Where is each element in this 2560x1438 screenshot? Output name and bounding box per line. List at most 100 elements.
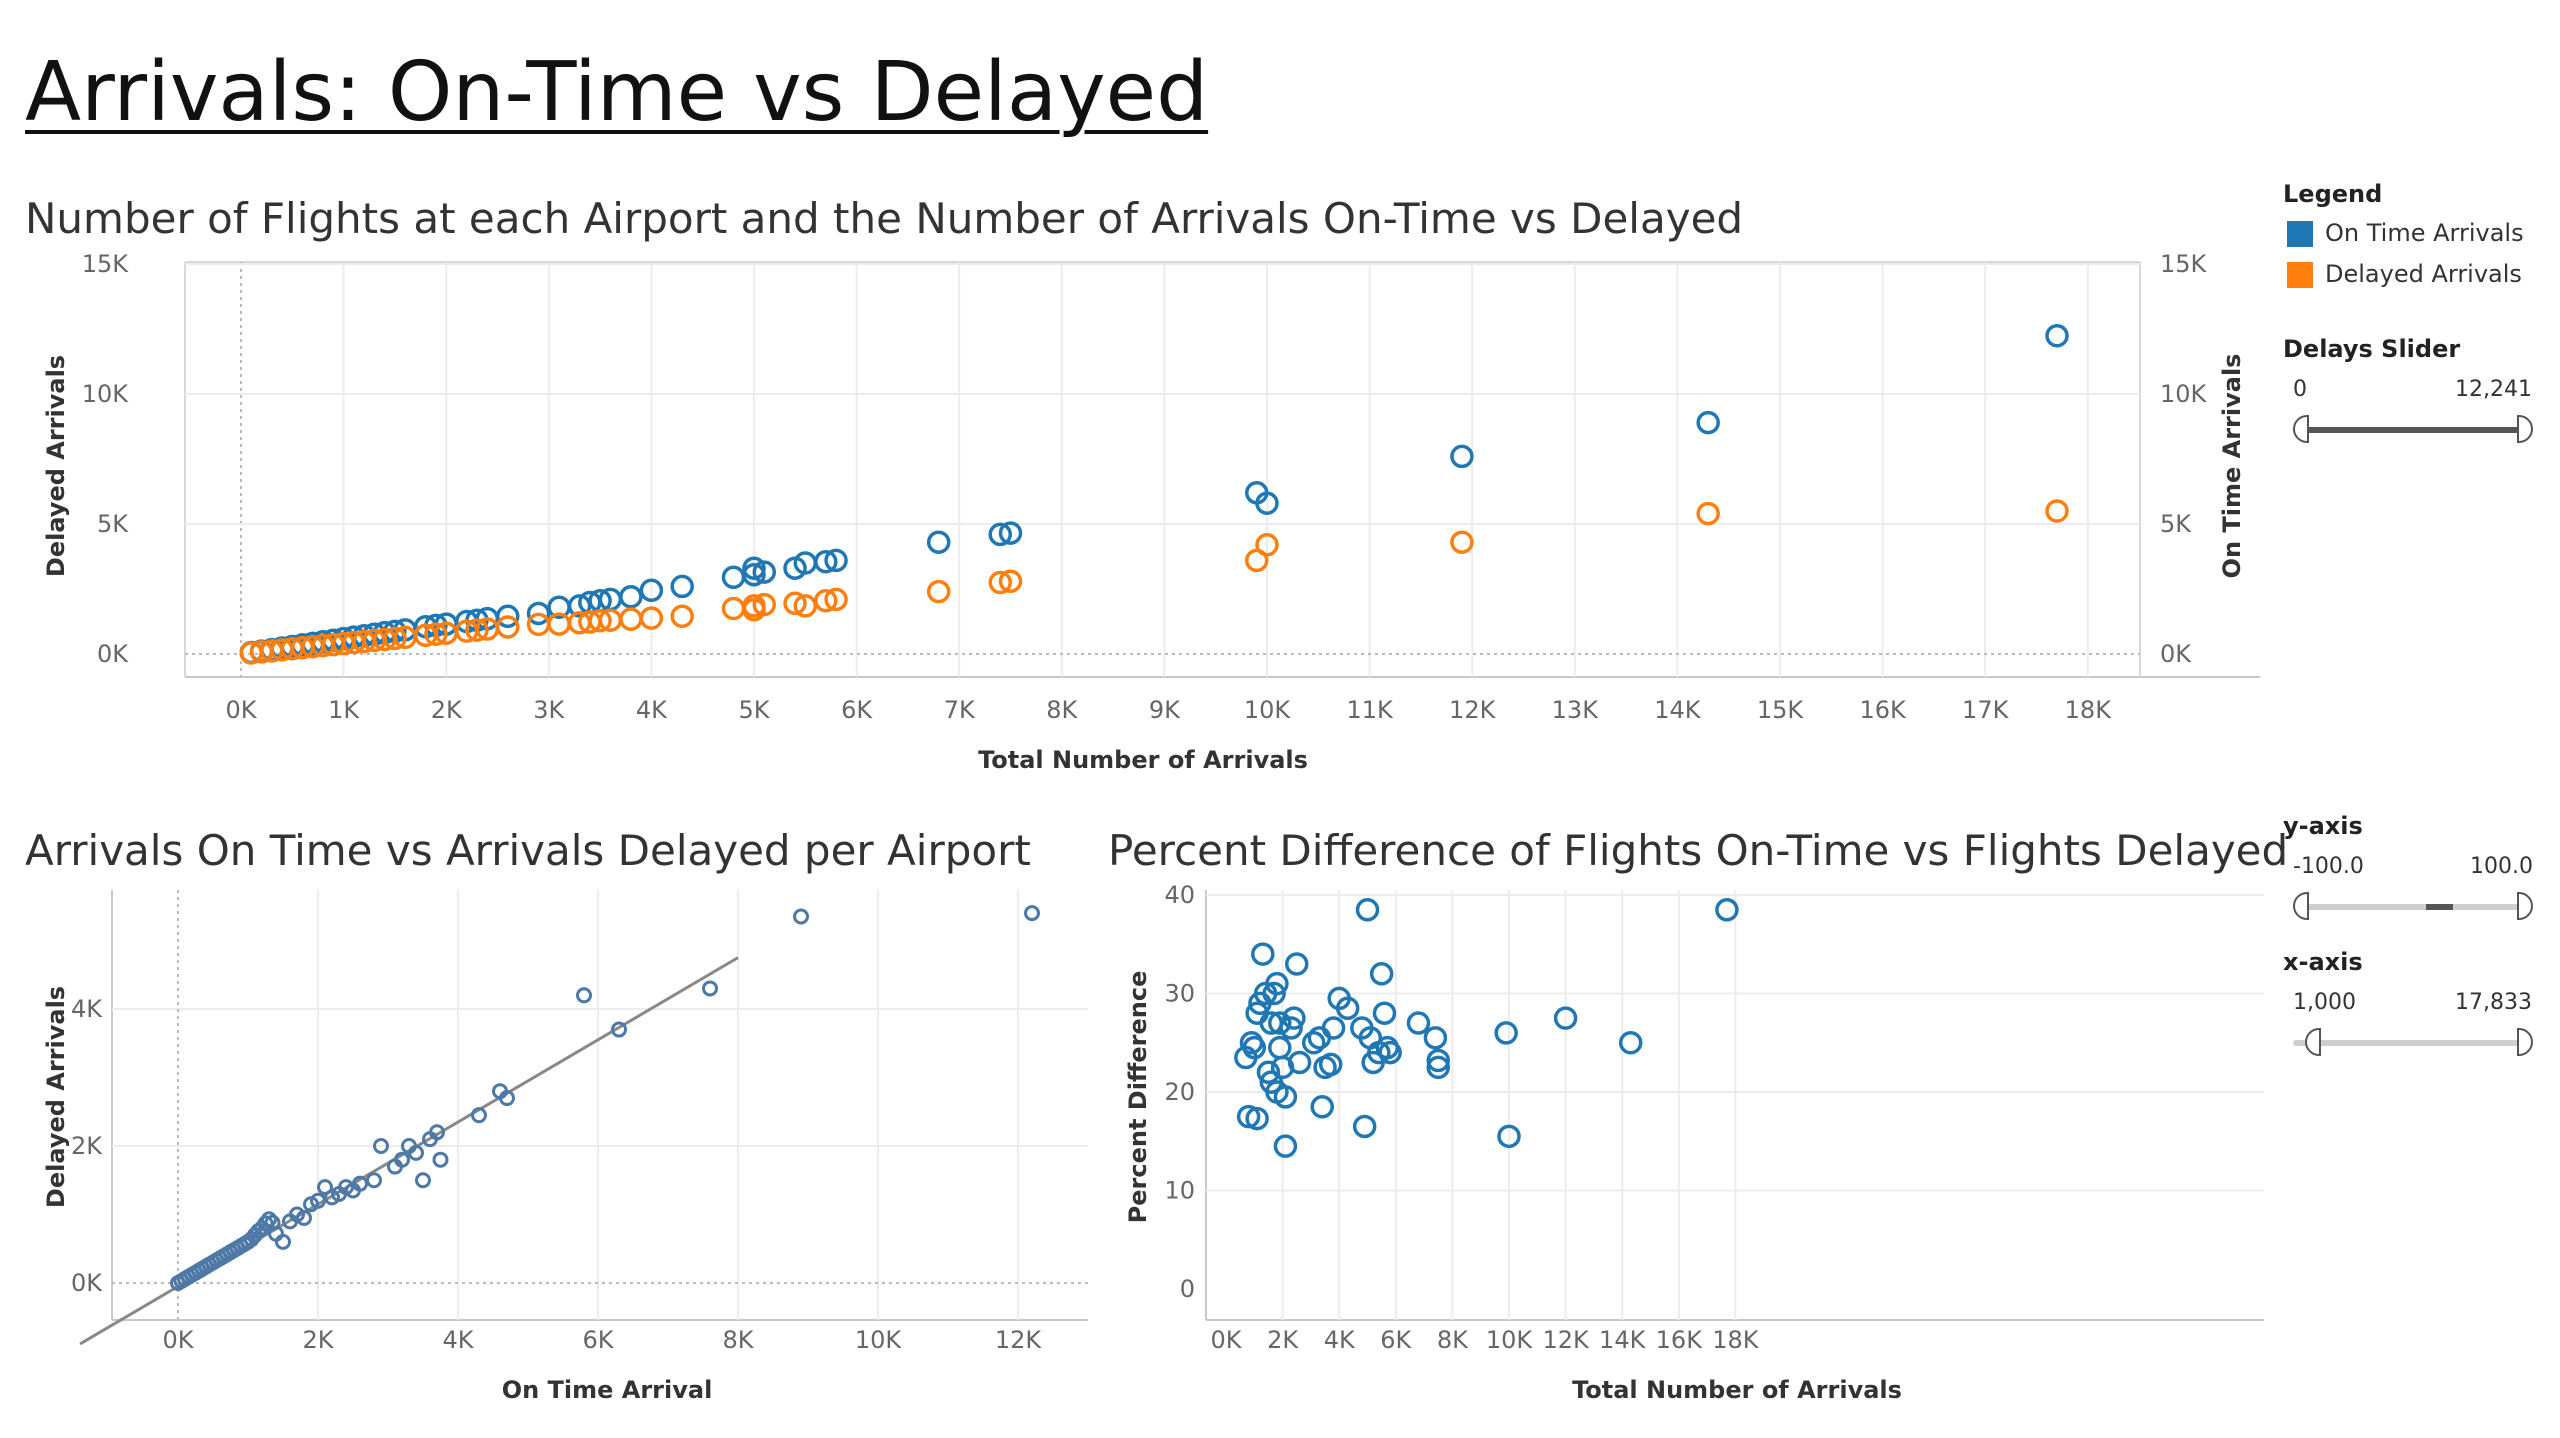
- bottom-right-chart-title: Percent Difference of Flights On-Time vs…: [1108, 826, 2289, 875]
- top-chart-point: [1255, 491, 1279, 515]
- top-chart-point: [824, 587, 848, 612]
- br-chart-y-axis-label: Percent Difference: [1124, 971, 1152, 1224]
- top-chart-series-on-time: [239, 323, 2069, 665]
- top-chart-point: [1450, 530, 1474, 554]
- top-chart-y2-axis-label: On Time Arrivals: [2218, 354, 2246, 579]
- bl-chart-point: [415, 1172, 431, 1189]
- br-chart-point: [1279, 1016, 1303, 1040]
- bl-chart-points: [170, 905, 1040, 1291]
- bottom-left-chart-title: Arrivals On Time vs Arrivals Delayed per…: [25, 826, 1031, 875]
- top-chart-y-axis-label: Delayed Arrivals: [42, 355, 70, 577]
- br-chart-point: [1378, 1040, 1402, 1065]
- br-chart-x-tick: 8K: [1437, 1326, 1469, 1354]
- bl-chart-point: [793, 908, 809, 925]
- top-chart-x-tick: 18K: [2065, 696, 2113, 724]
- top-chart-point: [639, 578, 664, 603]
- top-chart-point: [988, 522, 1012, 547]
- br-chart-point: [1372, 1001, 1397, 1025]
- x-axis-filter-min: 1,000: [2293, 990, 2356, 1015]
- top-chart-point: [2045, 499, 2069, 523]
- x-axis-slider-track: [2293, 1040, 2533, 1046]
- delays-slider-min-handle[interactable]: [2293, 415, 2309, 443]
- top-chart-x-tick: 6K: [841, 696, 873, 724]
- br-chart-point: [1618, 1031, 1643, 1055]
- top-chart-x-tick: 16K: [1859, 696, 1907, 724]
- bottom-left-chart-group: 0K 2K 4K 6K 8K 10K 12K 0K 2K 4K On Time Arrival Del…: [42, 890, 1088, 1404]
- y-axis-slider-max-handle[interactable]: [2517, 892, 2533, 920]
- top-chart-point: [998, 521, 1023, 545]
- br-chart-point: [1369, 962, 1394, 986]
- bl-chart-x-tick: 4K: [442, 1326, 474, 1354]
- top-chart-x-tick: 11K: [1346, 696, 1394, 724]
- top-chart-point: [383, 626, 407, 651]
- top-chart-point: [670, 574, 694, 599]
- bl-chart-point: [310, 1192, 326, 1209]
- x-axis-slider-min-handle[interactable]: [2305, 1028, 2321, 1056]
- br-chart-point: [1352, 1114, 1377, 1139]
- x-axis-slider[interactable]: [2293, 1028, 2533, 1058]
- br-chart-point: [1307, 1026, 1332, 1050]
- y-axis-slider[interactable]: [2293, 892, 2533, 922]
- bl-chart-point: [471, 1107, 487, 1124]
- br-chart-x-axis-label: Total Number of Arrivals: [1572, 1376, 1902, 1404]
- legend-label-on-time: On Time Arrivals: [2325, 219, 2524, 247]
- bl-chart-point: [499, 1090, 515, 1107]
- top-chart-point: [526, 601, 551, 626]
- top-chart-point: [496, 604, 520, 629]
- bl-chart-point: [576, 987, 592, 1004]
- bl-chart-point: [1024, 905, 1040, 922]
- top-chart-x-tick: 2K: [431, 696, 463, 724]
- bl-chart-point: [611, 1021, 627, 1038]
- top-chart-x-tick: 4K: [636, 696, 668, 724]
- top-chart-point: [619, 607, 643, 631]
- delays-slider-max-handle[interactable]: [2517, 415, 2533, 443]
- br-chart-point: [1245, 1106, 1269, 1131]
- x-axis-slider-max-handle[interactable]: [2517, 1028, 2533, 1056]
- br-chart-point: [1262, 981, 1286, 1006]
- br-chart-point: [1335, 996, 1360, 1021]
- top-chart-y-tick-right: 15K: [2160, 250, 2208, 278]
- legend-label-delayed: Delayed Arrivals: [2325, 260, 2522, 288]
- top-chart-point: [1450, 444, 1474, 469]
- bl-chart-x-tick: 12K: [995, 1326, 1043, 1354]
- br-chart-y-tick: 30: [1164, 980, 1195, 1008]
- bl-chart-y-tick: 2K: [71, 1132, 103, 1160]
- bl-chart-point: [296, 1209, 312, 1226]
- br-chart-point: [1265, 971, 1289, 996]
- br-chart-x-tick: 12K: [1542, 1326, 1590, 1354]
- top-chart-y-tick-right: 10K: [2160, 380, 2208, 408]
- top-chart-x-tick: 3K: [533, 696, 565, 724]
- bl-chart-point: [366, 1172, 382, 1189]
- y-axis-slider-min-handle[interactable]: [2293, 892, 2309, 920]
- bl-chart-point: [432, 1151, 449, 1168]
- br-chart-point: [1426, 1055, 1450, 1080]
- top-chart-y-tick-left: 0K: [97, 640, 129, 668]
- top-chart-x-tick: 14K: [1654, 696, 1702, 724]
- top-chart-y-tick-left: 10K: [82, 380, 130, 408]
- top-chart-point: [752, 592, 777, 617]
- delays-slider-min: 0: [2293, 377, 2307, 402]
- br-chart-x-tick: 16K: [1656, 1326, 1704, 1354]
- bl-chart-point: [352, 1175, 368, 1192]
- top-chart-group: 0K 1K 2K 3K 4K 5K 6K 7K 8K 9K 10K 11K 12K 13K 14K 15K 16…: [42, 250, 2260, 774]
- bl-chart-point: [261, 1211, 277, 1228]
- top-chart-point: [998, 569, 1023, 593]
- br-chart-point: [1285, 952, 1309, 976]
- top-chart-y-tick-right: 5K: [2160, 510, 2192, 538]
- top-chart-point: [2045, 323, 2069, 348]
- br-chart-point: [1406, 1011, 1431, 1035]
- top-chart-point: [742, 562, 766, 587]
- top-chart-point: [814, 588, 838, 613]
- delays-slider[interactable]: [2293, 415, 2533, 445]
- bl-chart-point: [373, 1138, 389, 1154]
- top-chart-point: [926, 579, 951, 604]
- top-chart-x-tick: 9K: [1149, 696, 1181, 724]
- top-chart-point: [1255, 533, 1279, 557]
- br-chart-x-tick: 6K: [1380, 1326, 1412, 1354]
- top-chart-x-tick: 12K: [1449, 696, 1497, 724]
- top-chart-x-axis-label: Total Number of Arrivals: [978, 746, 1308, 774]
- br-chart-point: [1494, 1021, 1518, 1045]
- top-chart-point: [639, 606, 664, 630]
- legend-title: Legend: [2283, 180, 2383, 208]
